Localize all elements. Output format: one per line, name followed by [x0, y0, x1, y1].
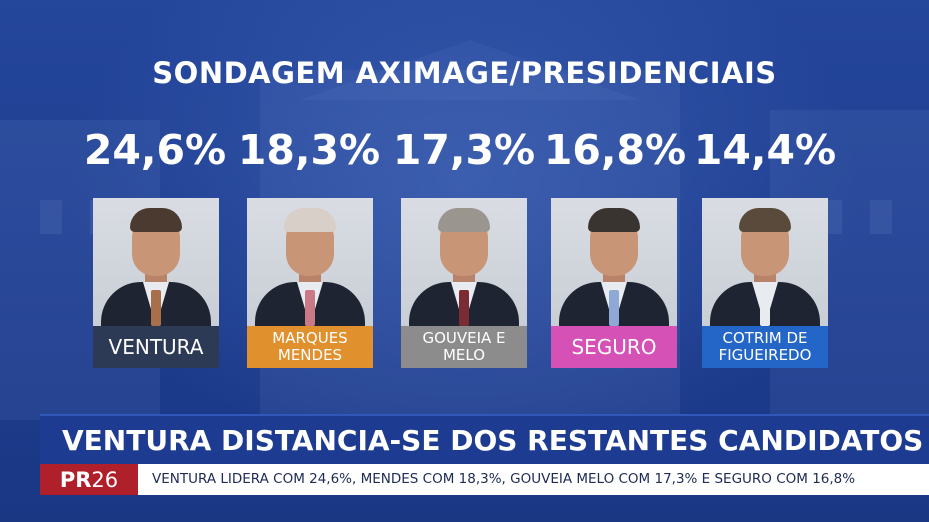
candidate-percent: 18,3%: [237, 126, 381, 174]
news-ticker: PR 26 VENTURA LIDERA COM 24,6%, MENDES CO…: [40, 464, 929, 495]
headline-text: VENTURA DISTANCIA-SE DOS RESTANTES CANDI…: [62, 424, 924, 457]
poll-title: SONDAGEM AXIMAGE/PRESIDENCIAIS: [152, 56, 777, 90]
candidate-percent: 24,6%: [83, 126, 227, 174]
candidate-percent: 17,3%: [392, 126, 536, 174]
candidate-name-label: GOUVEIA E MELO: [401, 326, 527, 368]
window: [870, 200, 892, 234]
candidate-card: MARQUES MENDES: [247, 198, 373, 368]
candidate-card: GOUVEIA E MELO: [401, 198, 527, 368]
building-roof: [300, 40, 640, 100]
candidate-name-label: MARQUES MENDES: [247, 326, 373, 368]
ticker-text: VENTURA LIDERA COM 24,6%, MENDES COM 18,…: [152, 471, 856, 487]
logo-thin: 26: [91, 467, 119, 492]
candidate-name-label: VENTURA: [93, 326, 219, 368]
candidate-percent: 14,4%: [693, 126, 837, 174]
candidate-photo: [247, 198, 373, 342]
candidate-percent: 16,8%: [543, 126, 687, 174]
candidate-photo: [551, 198, 677, 342]
candidate-card: VENTURA: [93, 198, 219, 368]
candidate-name-label: SEGURO: [551, 326, 677, 368]
candidate-card: SEGURO: [551, 198, 677, 368]
candidate-photo: [401, 198, 527, 342]
headline-bar: VENTURA DISTANCIA-SE DOS RESTANTES CANDI…: [40, 414, 929, 466]
candidate-photo: [93, 198, 219, 342]
logo-bold: PR: [59, 467, 92, 492]
candidate-card: COTRIM DE FIGUEIREDO: [702, 198, 828, 368]
window: [40, 200, 62, 234]
channel-logo: PR 26: [40, 464, 138, 495]
candidate-name-label: COTRIM DE FIGUEIREDO: [702, 326, 828, 368]
candidate-photo: [702, 198, 828, 342]
